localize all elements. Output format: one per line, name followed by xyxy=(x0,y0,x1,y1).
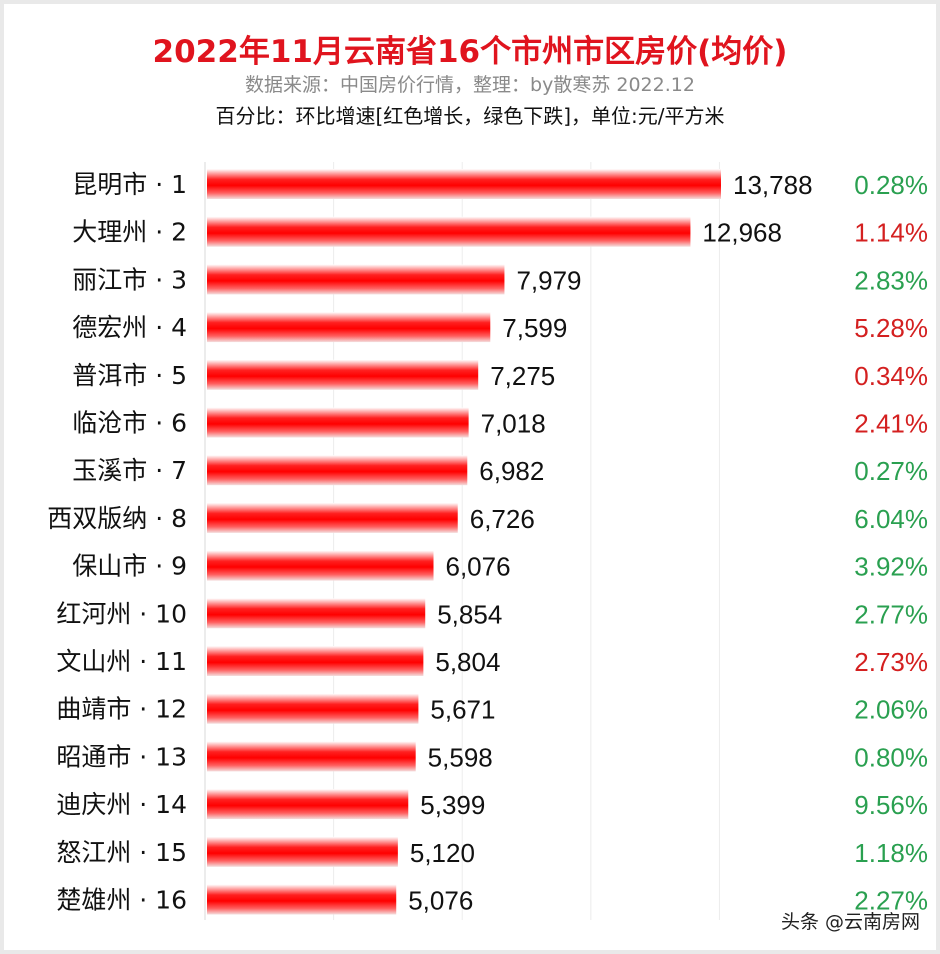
value-label: 5,598 xyxy=(428,742,493,772)
category-label: 普洱市 · 5 xyxy=(72,361,187,390)
category-label: 文山州 · 11 xyxy=(56,647,187,676)
value-label: 5,854 xyxy=(437,599,502,629)
chart-title: 2022年11月云南省16个市州市区房价(均价) xyxy=(152,34,788,70)
bar xyxy=(207,407,469,438)
category-label: 红河州 · 10 xyxy=(56,599,187,628)
value-label: 12,968 xyxy=(702,218,782,248)
bar xyxy=(207,359,479,390)
category-label: 玉溪市 · 7 xyxy=(72,456,187,485)
change-label: 2.77% xyxy=(854,599,928,629)
chart-subtitle: 数据来源：中国房价行情，整理：by散寒苏 2022.12 xyxy=(245,74,695,96)
watermark: 头条 @云南房网 xyxy=(780,911,920,933)
bar xyxy=(207,169,721,199)
value-label: 7,979 xyxy=(516,265,581,295)
category-label: 昭通市 · 13 xyxy=(56,742,187,771)
category-label: 保山市 · 9 xyxy=(72,552,187,581)
value-label: 13,788 xyxy=(733,170,813,200)
category-label: 迪庆州 · 14 xyxy=(56,790,187,819)
category-label: 德宏州 · 4 xyxy=(72,313,187,342)
bar xyxy=(207,312,491,343)
category-label: 曲靖市 · 12 xyxy=(56,695,187,724)
change-label: 1.18% xyxy=(854,838,928,868)
value-label: 7,018 xyxy=(481,409,546,439)
change-label: 2.41% xyxy=(854,409,928,439)
category-label: 楚雄州 · 16 xyxy=(56,886,187,915)
value-label: 5,804 xyxy=(435,647,500,677)
category-label: 昆明市 · 1 xyxy=(72,170,187,199)
value-label: 5,671 xyxy=(430,695,495,725)
value-label: 6,726 xyxy=(470,504,535,534)
change-label: 0.80% xyxy=(854,742,928,772)
bar-chart: 昆明市 · 1 13,788 0.28% 大理州 · 2 12,968 1.14% 丽江市 … xyxy=(47,162,928,920)
bar xyxy=(207,502,458,533)
value-label: 5,399 xyxy=(420,790,485,820)
bar xyxy=(207,646,424,676)
change-label: 3.92% xyxy=(854,552,928,582)
bar xyxy=(207,789,409,820)
value-label: 6,982 xyxy=(479,456,544,486)
change-label: 2.06% xyxy=(854,695,928,725)
bar xyxy=(207,216,691,247)
bar xyxy=(207,455,468,486)
change-label: 9.56% xyxy=(854,790,928,820)
bar xyxy=(207,598,426,629)
value-label: 6,076 xyxy=(446,552,511,582)
value-label: 7,599 xyxy=(502,313,567,343)
bar xyxy=(207,550,434,581)
chart-frame: 2022年11月云南省16个市州市区房价(均价) 数据来源：中国房价行情，整理：… xyxy=(4,4,936,950)
bar xyxy=(207,836,398,867)
category-label: 临沧市 · 6 xyxy=(72,409,187,438)
value-label: 5,120 xyxy=(410,838,475,868)
category-label: 大理州 · 2 xyxy=(72,218,187,247)
change-label: 5.28% xyxy=(854,313,928,343)
change-label: 0.27% xyxy=(854,456,928,486)
bar xyxy=(207,884,397,915)
change-label: 0.28% xyxy=(854,170,928,200)
bar xyxy=(207,741,416,772)
bar xyxy=(207,693,419,724)
category-label: 西双版纳 · 8 xyxy=(47,504,187,533)
change-label: 1.14% xyxy=(854,218,928,248)
chart-note: 百分比：环比增速[红色增长，绿色下跌]，单位:元/平方米 xyxy=(215,104,725,128)
category-label: 怒江州 · 15 xyxy=(56,838,187,867)
value-label: 7,275 xyxy=(490,361,555,391)
change-label: 0.34% xyxy=(854,361,928,391)
change-label: 2.83% xyxy=(854,265,928,295)
change-label: 2.73% xyxy=(854,647,928,677)
value-label: 5,076 xyxy=(408,886,473,916)
category-label: 丽江市 · 3 xyxy=(72,265,187,294)
change-label: 6.04% xyxy=(854,504,928,534)
bar xyxy=(207,264,505,295)
change-label: 2.27% xyxy=(854,886,928,916)
